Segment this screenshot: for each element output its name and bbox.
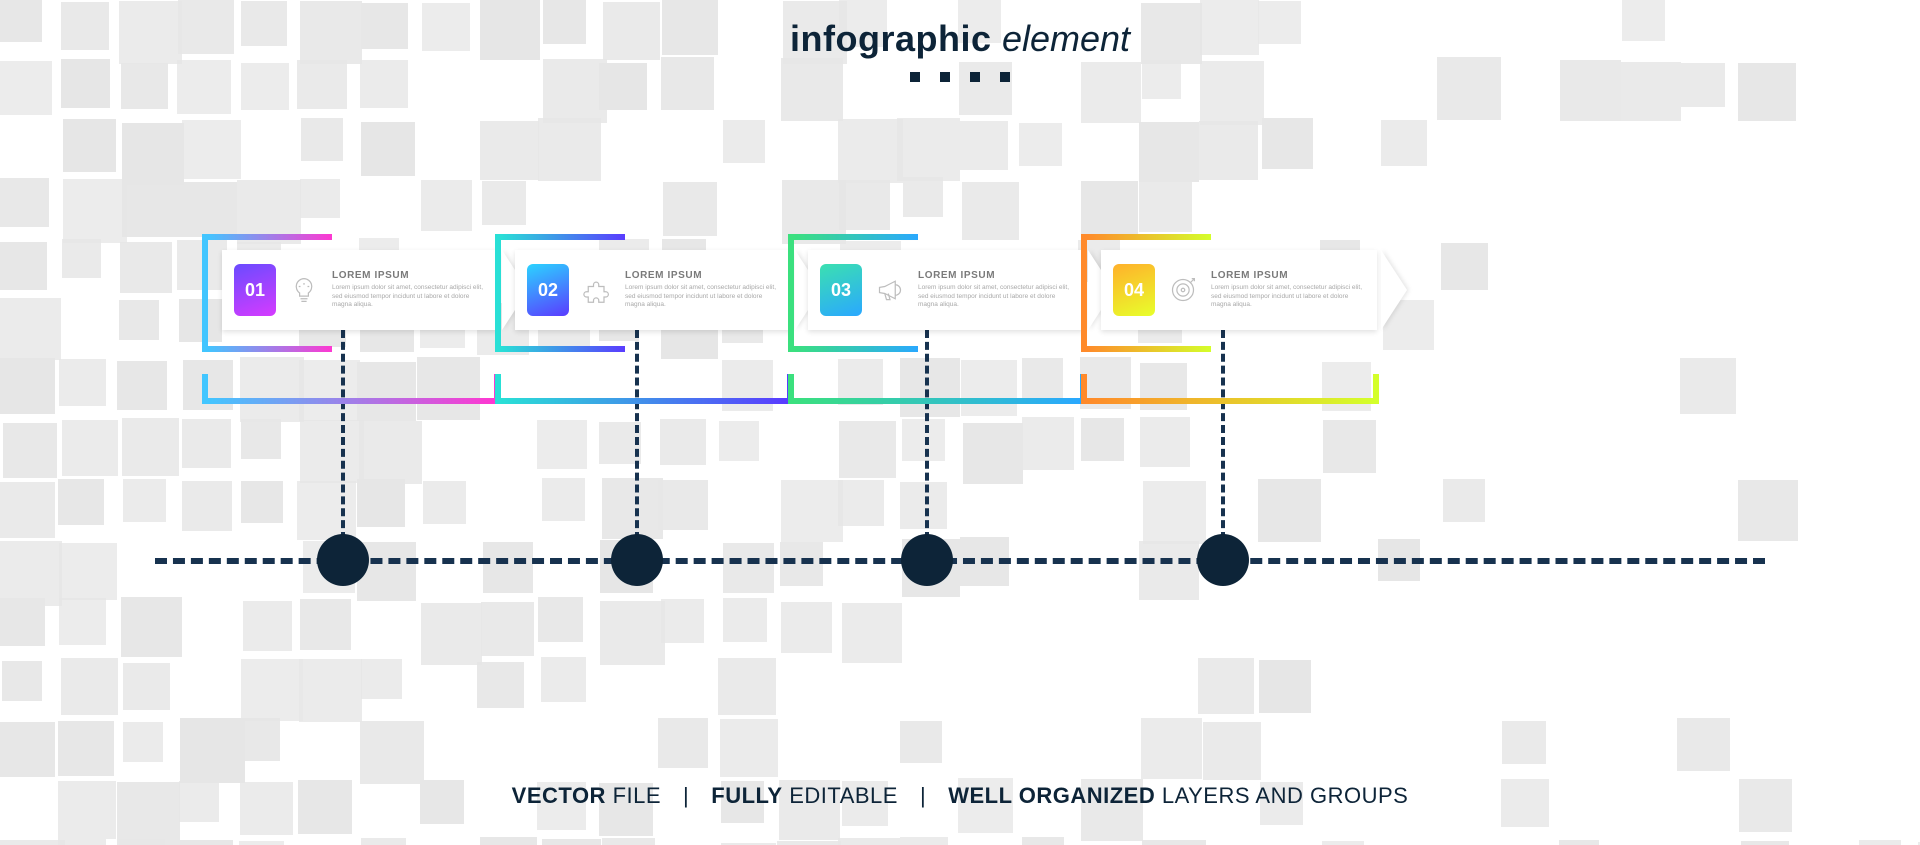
lightbulb-icon <box>286 276 322 304</box>
infographic-stage: infographic element 01 LOREM IPSUM Lorem i… <box>0 0 1920 845</box>
footer-light: FILE <box>606 783 661 808</box>
step-text: LOREM IPSUM Lorem ipsum dolor sit amet, c… <box>625 270 779 310</box>
background-squares <box>0 0 1920 845</box>
step-frame-bottom <box>202 374 500 404</box>
step-text: LOREM IPSUM Lorem ipsum dolor sit amet, c… <box>1211 270 1365 310</box>
footer-separator: | <box>920 783 926 808</box>
step-number: 01 <box>234 264 276 316</box>
footer-bold: WELL ORGANIZED <box>948 783 1155 808</box>
title-block: infographic element <box>0 18 1920 82</box>
puzzle-icon <box>579 276 615 304</box>
title-dot <box>970 72 980 82</box>
step-body: Lorem ipsum dolor sit amet, consectetur … <box>625 284 779 310</box>
step-frame-bottom <box>788 374 1086 404</box>
timeline-step-02: 02 LOREM IPSUM Lorem ipsum dolor sit amet,… <box>515 256 795 376</box>
timeline-dot <box>901 534 953 586</box>
step-body: Lorem ipsum dolor sit amet, consectetur … <box>332 284 486 310</box>
title-italic: element <box>1002 18 1130 59</box>
footer-separator: | <box>683 783 689 808</box>
step-number: 04 <box>1113 264 1155 316</box>
megaphone-icon <box>872 276 908 304</box>
target-icon <box>1165 276 1201 304</box>
step-arrow <box>1381 250 1407 330</box>
timeline-dot <box>611 534 663 586</box>
step-body: Lorem ipsum dolor sit amet, consectetur … <box>918 284 1072 310</box>
step-body: Lorem ipsum dolor sit amet, consectetur … <box>1211 284 1365 310</box>
footer-light: LAYERS AND GROUPS <box>1155 783 1408 808</box>
step-heading: LOREM IPSUM <box>1211 270 1365 281</box>
timeline-dot <box>1197 534 1249 586</box>
step-number: 02 <box>527 264 569 316</box>
timeline-step-04: 04 LOREM IPSUM Lorem ipsum dolor sit amet,… <box>1101 256 1381 376</box>
step-text: LOREM IPSUM Lorem ipsum dolor sit amet, c… <box>332 270 486 310</box>
step-text: LOREM IPSUM Lorem ipsum dolor sit amet, c… <box>918 270 1072 310</box>
step-heading: LOREM IPSUM <box>332 270 486 281</box>
step-heading: LOREM IPSUM <box>625 270 779 281</box>
footer-bold: VECTOR <box>512 783 606 808</box>
title-dot <box>1000 72 1010 82</box>
footer-bold: FULLY <box>711 783 782 808</box>
timeline-step-01: 01 LOREM IPSUM Lorem ipsum dolor sit amet,… <box>222 256 502 376</box>
step-card: 01 LOREM IPSUM Lorem ipsum dolor sit amet,… <box>222 250 498 330</box>
step-number: 03 <box>820 264 862 316</box>
footer-tagline: VECTOR FILE | FULLY EDITABLE | WELL ORGANIZE… <box>0 783 1920 809</box>
timeline-horizontal <box>155 558 1765 564</box>
step-card: 02 LOREM IPSUM Lorem ipsum dolor sit amet,… <box>515 250 791 330</box>
footer-light: EDITABLE <box>783 783 898 808</box>
title-dot <box>940 72 950 82</box>
step-card: 04 LOREM IPSUM Lorem ipsum dolor sit amet,… <box>1101 250 1377 330</box>
title-dot <box>910 72 920 82</box>
title-dots <box>0 72 1920 82</box>
timeline-step-03: 03 LOREM IPSUM Lorem ipsum dolor sit amet,… <box>808 256 1088 376</box>
step-frame-bottom <box>495 374 793 404</box>
step-card: 03 LOREM IPSUM Lorem ipsum dolor sit amet,… <box>808 250 1084 330</box>
timeline-dot <box>317 534 369 586</box>
step-heading: LOREM IPSUM <box>918 270 1072 281</box>
step-frame-bottom <box>1081 374 1379 404</box>
title-bold: infographic <box>790 18 992 59</box>
